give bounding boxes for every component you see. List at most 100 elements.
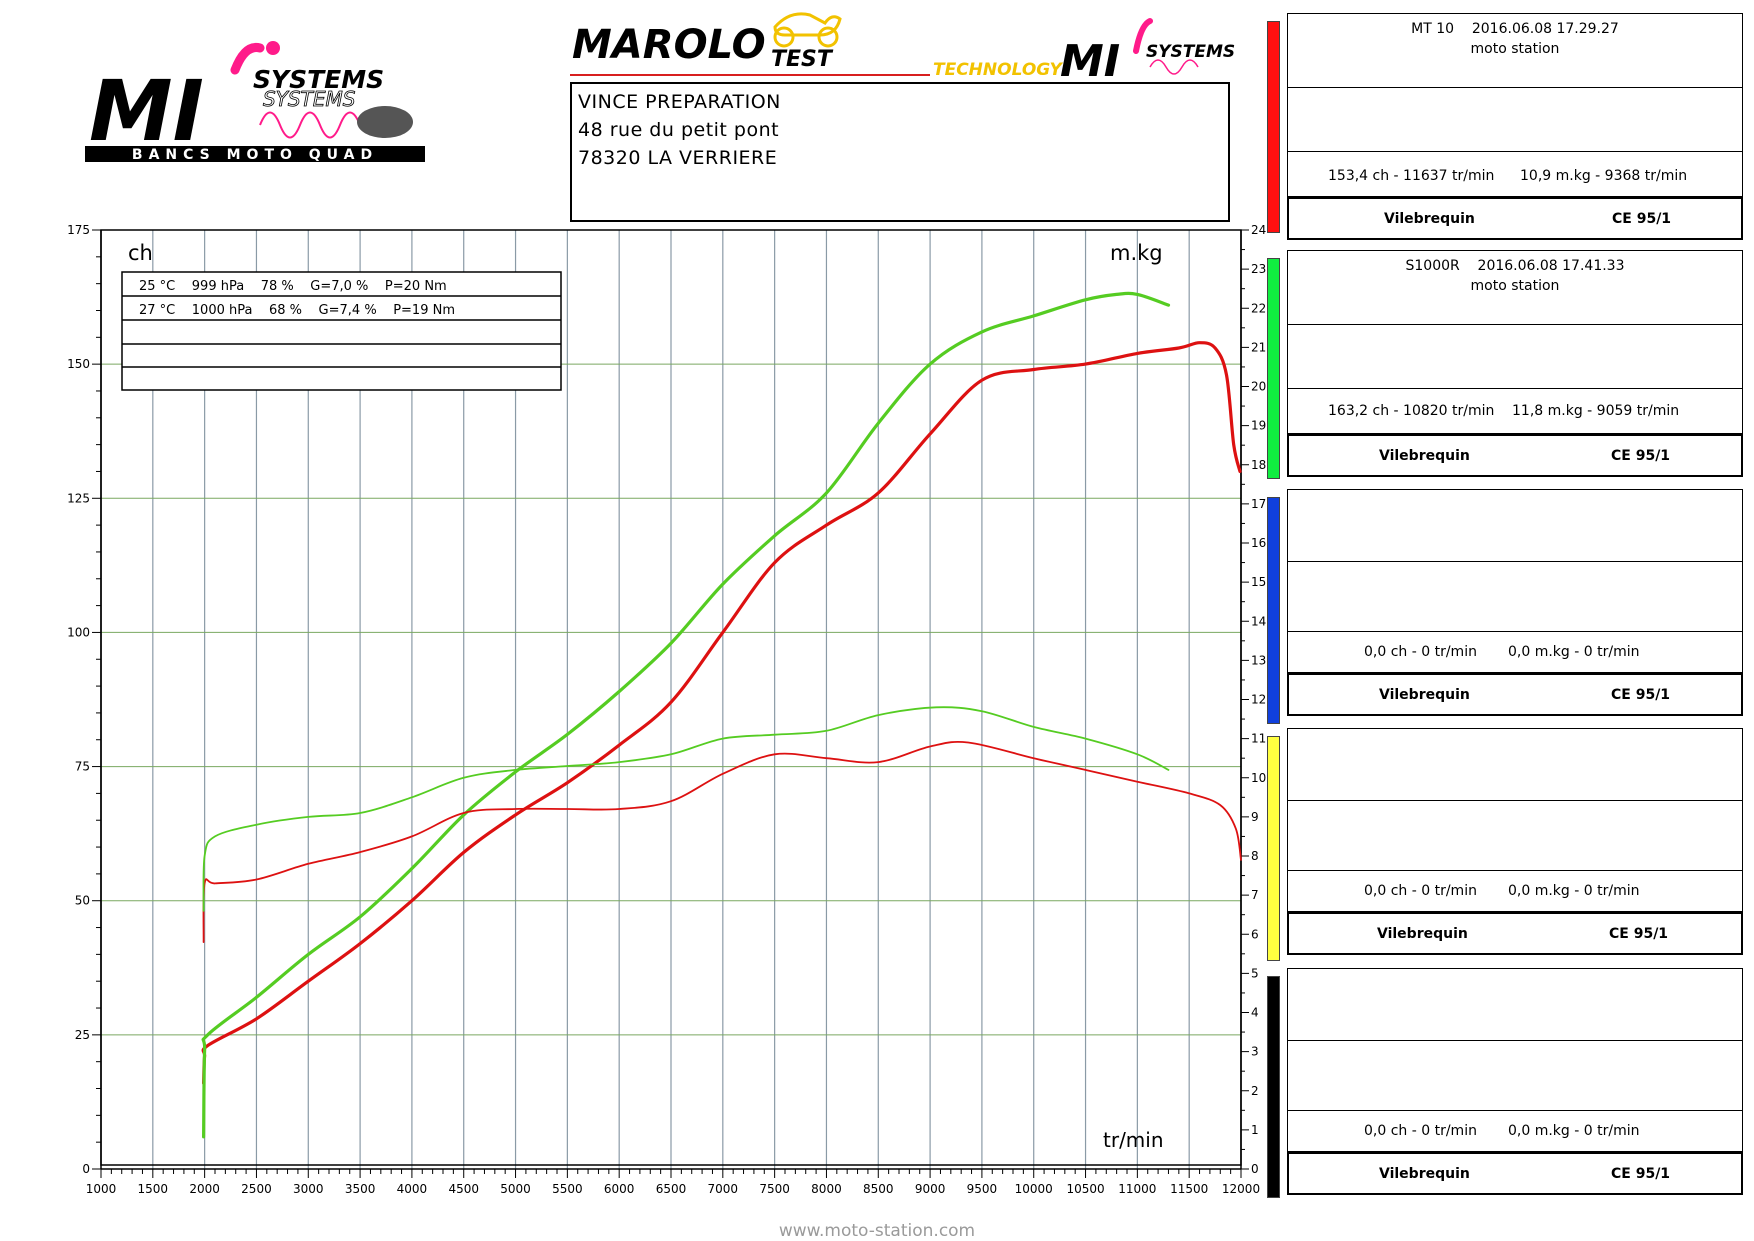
right-tick-label: 9: [1251, 810, 1259, 824]
run-empty-row: [1288, 801, 1742, 871]
left-tick-label: 125: [67, 491, 90, 505]
run-norm: CE 95/1: [1612, 211, 1672, 227]
run-torque: 0,0 m.kg - 0 tr/min: [1508, 1123, 1640, 1139]
run-method: Vilebrequin: [1377, 926, 1468, 942]
x-tick-label: 10000: [1015, 1182, 1053, 1196]
svg-text:MI: MI: [89, 62, 204, 160]
power-curve-mt10: [201, 341, 1242, 1085]
run-norm: CE 95/1: [1611, 1166, 1671, 1182]
axis-ticks: [92, 229, 1249, 1178]
x-tick-label: 9000: [915, 1182, 946, 1196]
curves: [201, 291, 1242, 1139]
conditions-table: 25 °C 999 hPa 78 % G=7,0 % P=20 Nm 27 °C…: [121, 271, 562, 391]
run-title: MT 10 2016.06.08 17.29.27: [1411, 21, 1619, 37]
x-tick-label: 7500: [759, 1182, 790, 1196]
run-results-row: 0,0 ch - 0 tr/min 0,0 m.kg - 0 tr/min: [1288, 871, 1742, 914]
right-tick-label: 22: [1251, 301, 1266, 315]
run-color-bar: [1267, 258, 1280, 479]
run-power: 153,4 ch - 11637 tr/min: [1328, 168, 1495, 184]
x-tick-label: 3500: [345, 1182, 376, 1196]
svg-text:TEST: TEST: [771, 47, 834, 72]
right-tick-label: 11: [1251, 732, 1266, 746]
x-tick-label: 8000: [811, 1182, 842, 1196]
run-power: 0,0 ch - 0 tr/min: [1364, 883, 1477, 899]
run-method: Vilebrequin: [1379, 448, 1470, 464]
right-tick-label: 6: [1251, 927, 1259, 941]
x-tick-label: 12000: [1222, 1182, 1260, 1196]
svg-text:MAROLO: MAROLO: [572, 22, 766, 68]
right-tick-label: 10: [1251, 771, 1266, 785]
svg-text:SYSTEMS: SYSTEMS: [253, 65, 384, 94]
right-tick-label: 18: [1251, 458, 1266, 472]
right-tick-label: 3: [1251, 1045, 1259, 1059]
conditions-row-2: 27 °C 1000 hPa 68 % G=7,4 % P=19 Nm: [139, 303, 455, 318]
right-tick-label: 15: [1251, 575, 1266, 589]
right-tick-label: 2: [1251, 1084, 1259, 1098]
x-tick-label: 8500: [863, 1182, 894, 1196]
x-tick-label: 4000: [397, 1182, 428, 1196]
right-tick-label: 1: [1251, 1123, 1259, 1137]
x-tick-label: 6500: [656, 1182, 687, 1196]
run-power: 0,0 ch - 0 tr/min: [1364, 644, 1477, 660]
svg-text:SYSTEMS: SYSTEMS: [263, 87, 356, 111]
run-method: Vilebrequin: [1379, 687, 1470, 703]
run-card: 0,0 ch - 0 tr/min 0,0 m.kg - 0 tr/min Vi…: [1267, 489, 1743, 724]
svg-text:MI: MI: [1060, 36, 1120, 80]
header-box: VINCE PREPARATION 48 rue du petit pont 7…: [570, 82, 1230, 222]
run-results-row: 0,0 ch - 0 tr/min 0,0 m.kg - 0 tr/min: [1288, 1111, 1742, 1154]
run-method: Vilebrequin: [1384, 211, 1475, 227]
run-color-bar: [1267, 497, 1280, 724]
svg-text:TECHNOLOGY: TECHNOLOGY: [933, 60, 1064, 80]
right-tick-label: 16: [1251, 536, 1266, 550]
left-tick-label: 100: [67, 625, 90, 639]
run-footer: Vilebrequin CE 95/1: [1287, 1151, 1743, 1195]
run-info-box: 0,0 ch - 0 tr/min 0,0 m.kg - 0 tr/min: [1287, 968, 1743, 1153]
left-axis-label: ch: [128, 241, 153, 265]
x-tick-label: 5000: [500, 1182, 531, 1196]
run-info-box: 0,0 ch - 0 tr/min 0,0 m.kg - 0 tr/min: [1287, 489, 1743, 674]
x-tick-label: 11500: [1170, 1182, 1208, 1196]
right-tick-label: 20: [1251, 380, 1266, 394]
run-torque: 10,9 m.kg - 9368 tr/min: [1520, 168, 1688, 184]
right-tick-label: 12: [1251, 693, 1266, 707]
run-footer: Vilebrequin CE 95/1: [1287, 196, 1743, 240]
run-title-row: [1288, 490, 1742, 562]
run-title-row: [1288, 969, 1742, 1041]
x-tick-label: 10500: [1066, 1182, 1104, 1196]
header-line-2: 48 rue du petit pont: [578, 119, 780, 141]
marolo-test-logo: MAROLO TEST TECHNOLOGY MI SYSTEMS: [570, 12, 1235, 80]
x-tick-label: 7000: [708, 1182, 739, 1196]
run-color-bar: [1267, 21, 1280, 233]
left-tick-label: 50: [75, 894, 90, 908]
right-tick-label: 8: [1251, 849, 1259, 863]
run-norm: CE 95/1: [1609, 926, 1669, 942]
run-info-box: S1000R 2016.06.08 17.41.33 moto station …: [1287, 250, 1743, 435]
run-title-row: [1288, 729, 1742, 801]
left-tick-label: 150: [67, 357, 90, 371]
run-results-row: 163,2 ch - 10820 tr/min 11,8 m.kg - 9059…: [1288, 389, 1742, 436]
right-tick-label: 0: [1251, 1162, 1259, 1176]
right-tick-label: 23: [1251, 262, 1266, 276]
run-power: 0,0 ch - 0 tr/min: [1364, 1123, 1477, 1139]
svg-text:BANCS MOTO QUAD: BANCS MOTO QUAD: [132, 147, 378, 163]
run-footer: Vilebrequin CE 95/1: [1287, 433, 1743, 477]
run-norm: CE 95/1: [1611, 448, 1671, 464]
run-empty-row: [1288, 325, 1742, 389]
run-info-box: MT 10 2016.06.08 17.29.27 moto station 1…: [1287, 13, 1743, 198]
right-tick-label: 4: [1251, 1006, 1259, 1020]
x-tick-label: 1000: [86, 1182, 117, 1196]
svg-text:SYSTEMS: SYSTEMS: [1146, 42, 1235, 62]
run-color-bar: [1267, 736, 1280, 961]
header-line-3: 78320 LA VERRIERE: [578, 147, 778, 169]
x-tick-label: 5500: [552, 1182, 583, 1196]
run-empty-row: [1288, 562, 1742, 632]
conditions-row-1: 25 °C 999 hPa 78 % G=7,0 % P=20 Nm: [139, 279, 447, 294]
x-tick-label: 2000: [189, 1182, 220, 1196]
mi-systems-logo: MI SYSTEMS SYSTEMS BANCS MOTO QUAD: [85, 41, 425, 163]
x-axis-label: tr/min: [1103, 1128, 1164, 1152]
right-tick-label: 5: [1251, 966, 1259, 980]
run-footer: Vilebrequin CE 95/1: [1287, 672, 1743, 716]
right-tick-label: 24: [1251, 223, 1266, 237]
footer-url: www.moto-station.com: [778, 1221, 976, 1241]
left-tick-label: 25: [75, 1028, 90, 1042]
